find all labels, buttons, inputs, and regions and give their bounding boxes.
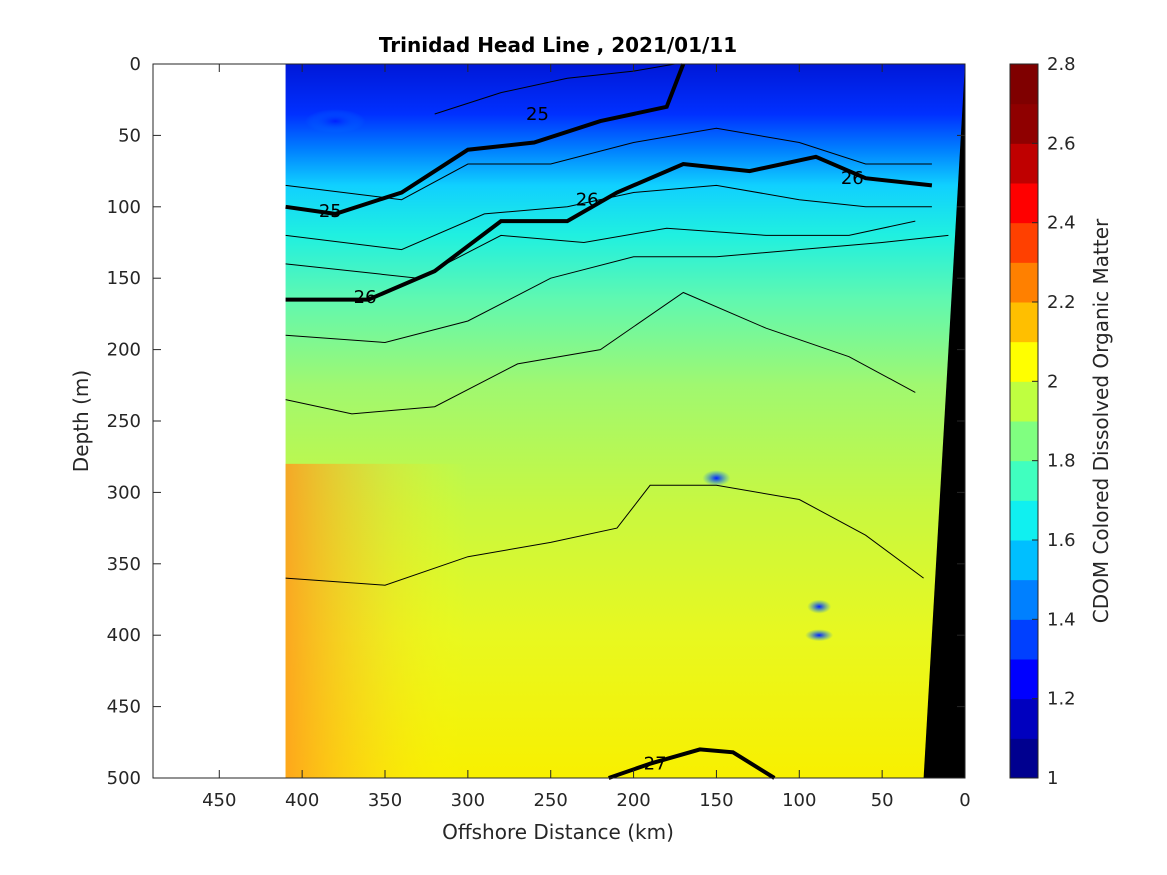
colorbar-swatch: [1010, 381, 1038, 422]
y-tick-label: 350: [107, 554, 141, 575]
colorbar: 1 1.2 1.4 1.6 1.8 2 2.2 2.4 2.6 2.8: [1009, 54, 1076, 789]
colorbar-swatch: [1010, 262, 1038, 303]
heatmap-warm-region: [285, 463, 468, 778]
x-tick-label: 450: [202, 790, 236, 811]
x-tick-label: 100: [782, 790, 816, 811]
colorbar-swatch: [1010, 341, 1038, 382]
y-tick-label: 200: [107, 340, 141, 361]
colorbar-swatch: [1010, 659, 1038, 700]
x-axis-label: Offshore Distance (km): [442, 820, 674, 844]
y-tick-label: 150: [107, 268, 141, 289]
colorbar-tick-label: 1.6: [1047, 530, 1076, 551]
contour-line-thin: [285, 127, 932, 201]
contour-line-thin: [285, 184, 932, 251]
y-tick-label: 450: [107, 697, 141, 718]
colorbar-swatch: [1010, 183, 1038, 224]
x-tick-label: 300: [451, 790, 485, 811]
contour-line-thin: [434, 63, 676, 115]
heatmap-blob: [805, 629, 834, 642]
colorbar-tick-label: 1.2: [1047, 689, 1076, 710]
colorbar-tick-label: 2: [1047, 371, 1058, 392]
x-tick-label: 350: [368, 790, 402, 811]
x-axis: 450 400 350 300 250 200 150 100 50 0: [202, 64, 971, 811]
colorbar-swatch: [1010, 579, 1038, 620]
contour-line-bold: [608, 747, 776, 780]
seafloor-wedge: [923, 64, 965, 778]
y-tick-label: 400: [107, 625, 141, 646]
contour-line-thin: [285, 484, 924, 586]
chart-title: Trinidad Head Line , 2021/01/11: [379, 33, 737, 57]
y-tick-label: 250: [107, 411, 141, 432]
heatmap-blob: [702, 470, 731, 487]
contour-line-bold: [285, 63, 686, 216]
contour-line-bold: [285, 154, 933, 302]
colorbar-swatch: [1010, 698, 1038, 739]
colorbar-swatch: [1010, 143, 1038, 184]
colorbar-swatch: [1010, 302, 1038, 343]
y-tick-label: 500: [107, 768, 141, 789]
y-tick-label: 300: [107, 482, 141, 503]
colorbar-swatch: [1010, 421, 1038, 462]
y-tick-label: 0: [130, 54, 141, 75]
cdom-heatmap: [285, 64, 966, 778]
colorbar-swatch: [1010, 103, 1038, 144]
y-tick-label: 50: [118, 125, 141, 146]
colorbar-tick-label: 2.8: [1047, 54, 1076, 75]
x-tick-label: 250: [534, 790, 568, 811]
y-tick-label: 100: [107, 197, 141, 218]
y-axis-label: Depth (m): [69, 370, 93, 472]
colorbar-label: CDOM Colored Dissolved Organic Matter: [1089, 218, 1113, 623]
density-contours: 25 25 26 26 26 27: [285, 63, 949, 780]
x-tick-label: 150: [699, 790, 733, 811]
contour-label: 27: [644, 754, 667, 775]
x-tick-label: 0: [959, 790, 970, 811]
colorbar-tick-label: 1: [1047, 768, 1058, 789]
colorbar-tick-label: 2.6: [1047, 133, 1076, 154]
colorbar-tick-label: 2.4: [1047, 213, 1076, 234]
contour-label: 26: [354, 287, 377, 308]
colorbar-swatch: [1010, 64, 1038, 105]
contour-label: 25: [526, 104, 549, 125]
colorbar-tick-label: 1.8: [1047, 451, 1076, 472]
colorbar-tick-label: 2.2: [1047, 292, 1076, 313]
y-axis: 0 50 100 150 200 250 300 350 400 450 500: [107, 54, 965, 789]
colorbar-swatch: [1010, 500, 1038, 541]
colorbar-swatch: [1010, 540, 1038, 581]
colorbar-swatch: [1010, 460, 1038, 501]
heatmap-blob: [807, 599, 832, 614]
colorbar-swatch: [1010, 738, 1038, 779]
colorbar-frame: [1009, 63, 1039, 779]
colorbar-swatch: [1010, 222, 1038, 263]
contour-label: 26: [841, 168, 864, 189]
heatmap-blob: [305, 109, 366, 134]
contour-line-thin: [285, 291, 916, 415]
x-tick-label: 200: [616, 790, 650, 811]
x-tick-label: 50: [871, 790, 894, 811]
colorbar-swatch: [1010, 619, 1038, 660]
x-tick-label: 400: [285, 790, 319, 811]
contour-label: 26: [576, 190, 599, 211]
colorbar-tick-label: 1.4: [1047, 609, 1076, 630]
contour-line-thin: [285, 234, 949, 344]
contour-label: 25: [319, 201, 342, 222]
